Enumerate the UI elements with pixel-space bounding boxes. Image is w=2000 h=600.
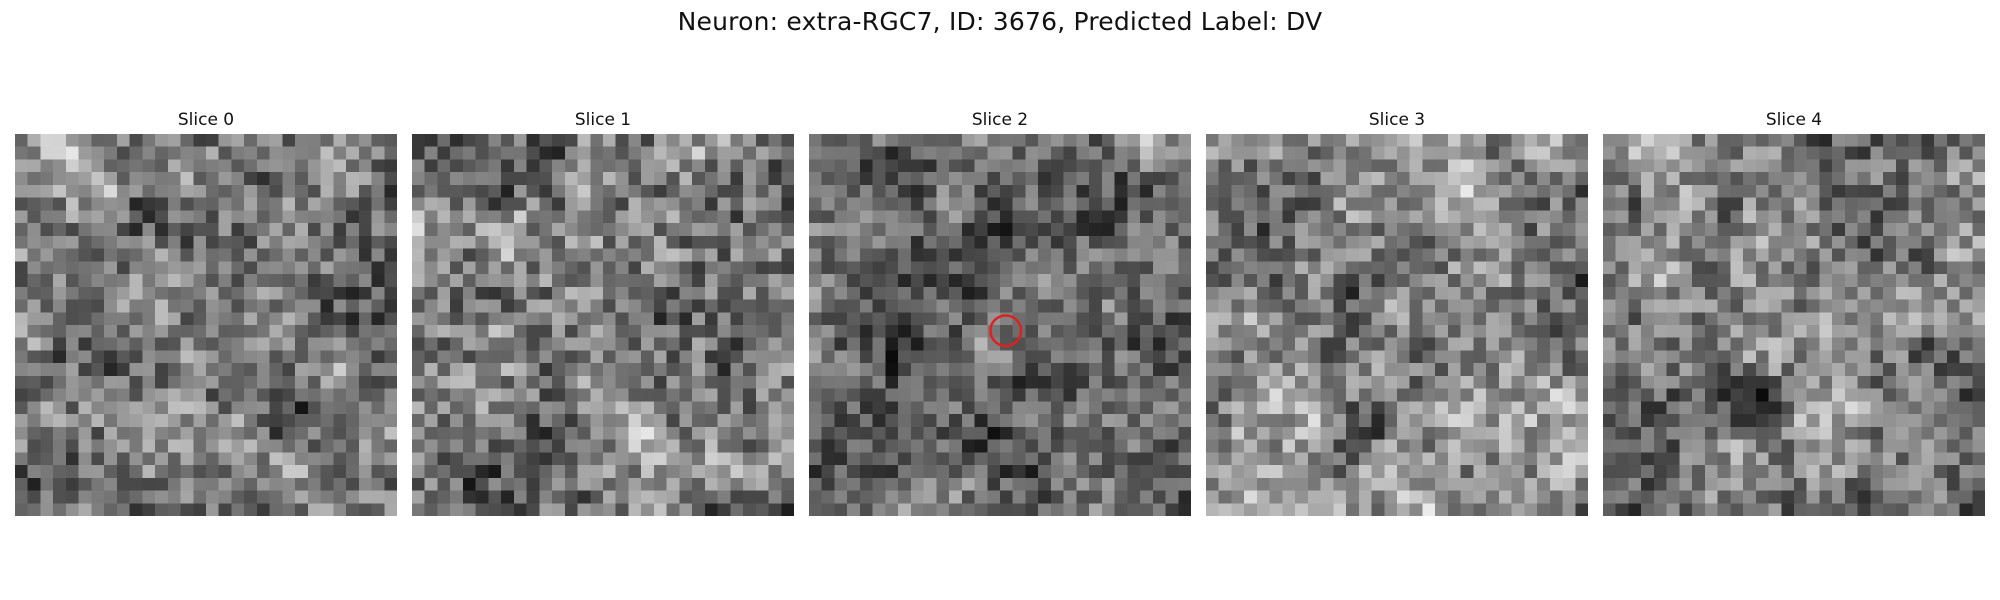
slice-title: Slice 4 (1765, 110, 1823, 130)
slice-image-frame (809, 134, 1191, 516)
slice-title: Slice 3 (1368, 110, 1426, 130)
figure-title: Neuron: extra-RGC7, ID: 3676, Predicted … (677, 7, 1323, 36)
slice-image (1603, 134, 1985, 516)
slice-image (809, 134, 1191, 516)
slice-title: Slice 0 (177, 110, 235, 130)
slice-panel-2: Slice 2 (809, 108, 1191, 518)
slice-panel-4: Slice 4 (1603, 108, 1985, 518)
slice-image (1206, 134, 1588, 516)
slice-panel-3: Slice 3 (1206, 108, 1588, 518)
slice-image-frame (1603, 134, 1985, 516)
slice-panel-0: Slice 0 (15, 108, 397, 518)
slice-panel-1: Slice 1 (412, 108, 794, 518)
slice-image (412, 134, 794, 516)
slice-image-frame (1206, 134, 1588, 516)
slice-image-frame (15, 134, 397, 516)
slice-title: Slice 1 (574, 110, 632, 130)
slice-title: Slice 2 (971, 110, 1029, 130)
slice-image (15, 134, 397, 516)
slice-image-frame (412, 134, 794, 516)
